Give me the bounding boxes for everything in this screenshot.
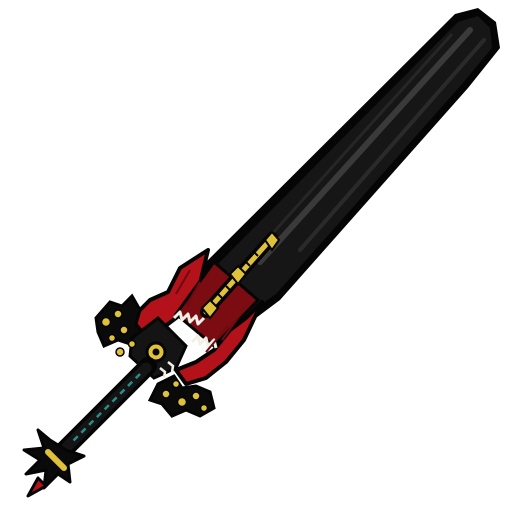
guard-teeth bbox=[159, 361, 175, 379]
gold-diamond-top bbox=[263, 230, 281, 252]
gold-runes bbox=[217, 251, 259, 299]
grip-wrap bbox=[71, 373, 141, 443]
stud bbox=[113, 309, 123, 319]
stud bbox=[171, 379, 181, 389]
gold-diamond-mid bbox=[228, 264, 248, 286]
cloth-tear-lines bbox=[175, 269, 239, 353]
stud bbox=[100, 316, 112, 328]
stud bbox=[161, 389, 171, 399]
teeth-right bbox=[190, 334, 218, 349]
stud bbox=[191, 391, 201, 401]
grip bbox=[53, 357, 157, 461]
stud bbox=[115, 347, 125, 357]
teeth-left bbox=[172, 310, 206, 326]
pommel-gold-band bbox=[45, 449, 67, 471]
pommel-tip bbox=[26, 476, 48, 498]
guard-right bbox=[147, 374, 216, 418]
guard-gem-core bbox=[152, 348, 160, 356]
stud bbox=[199, 403, 209, 413]
stud bbox=[176, 396, 188, 408]
blade bbox=[196, 8, 500, 330]
gold-diamond-low bbox=[200, 298, 220, 320]
blade-highlight bbox=[257, 27, 473, 265]
guard-gold-studs bbox=[100, 309, 209, 413]
stud bbox=[107, 333, 117, 343]
pommel bbox=[22, 428, 86, 498]
cloth-right-flap bbox=[174, 300, 264, 386]
stud bbox=[127, 339, 137, 349]
stud bbox=[119, 325, 129, 335]
gold-fuller-ornament bbox=[200, 230, 281, 320]
blade-highlight-2 bbox=[298, 38, 486, 252]
